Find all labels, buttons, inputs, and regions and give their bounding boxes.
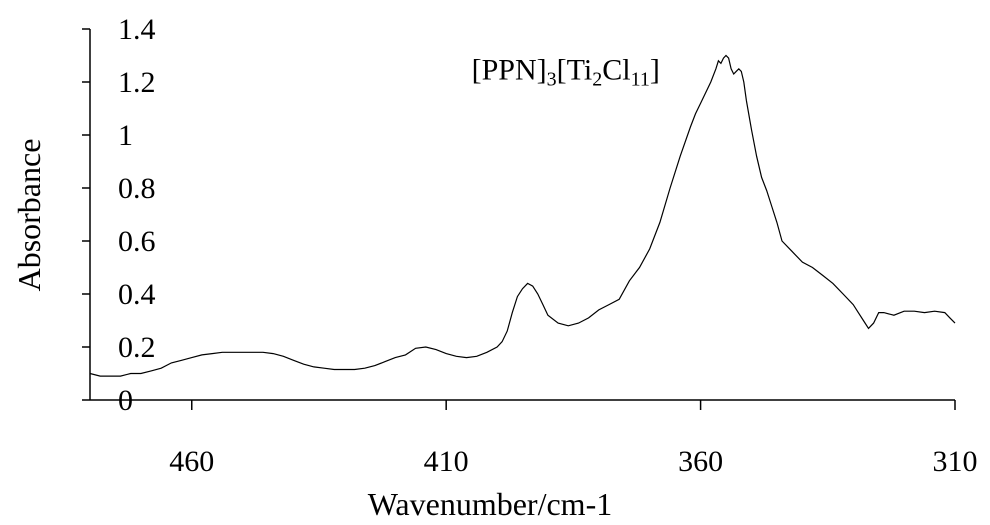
y-tick-label: 1.2 xyxy=(118,66,156,99)
annotation-part: ] xyxy=(650,53,660,86)
annotation-part: Cl xyxy=(602,53,630,86)
compound-annotation: [PPN]3[Ti2Cl11] xyxy=(472,53,660,90)
x-tick-label: 410 xyxy=(424,445,469,478)
y-tick-label: 0.8 xyxy=(118,172,156,205)
y-tick-label: 0.6 xyxy=(118,225,156,258)
x-tick-label: 360 xyxy=(678,445,723,478)
y-ticks: 0 0.2 0.4 0.6 0.8 1 1.2 1.4 xyxy=(82,13,156,417)
y-axis-label: Absorbance xyxy=(11,139,47,292)
annotation-part: [Ti xyxy=(557,53,593,86)
absorbance-series-line xyxy=(89,54,956,377)
y-tick-label: 1 xyxy=(118,119,133,152)
axes xyxy=(89,29,955,401)
annotation-part: [PPN] xyxy=(472,53,547,86)
x-tick-label: 310 xyxy=(933,445,978,478)
y-tick-label: 0.4 xyxy=(118,278,156,311)
x-ticks: 460 410 360 310 xyxy=(169,400,978,478)
y-tick-label: 1.4 xyxy=(118,13,156,46)
annotation-part: 3 xyxy=(547,68,557,90)
annotation-part: 11 xyxy=(631,68,650,90)
x-axis-label: Wavenumber/cm-1 xyxy=(368,486,612,522)
y-tick-label: 0.2 xyxy=(118,331,156,364)
annotation-part: 2 xyxy=(592,68,602,90)
x-tick-label: 460 xyxy=(169,445,214,478)
y-tick-label: 0 xyxy=(118,384,133,417)
